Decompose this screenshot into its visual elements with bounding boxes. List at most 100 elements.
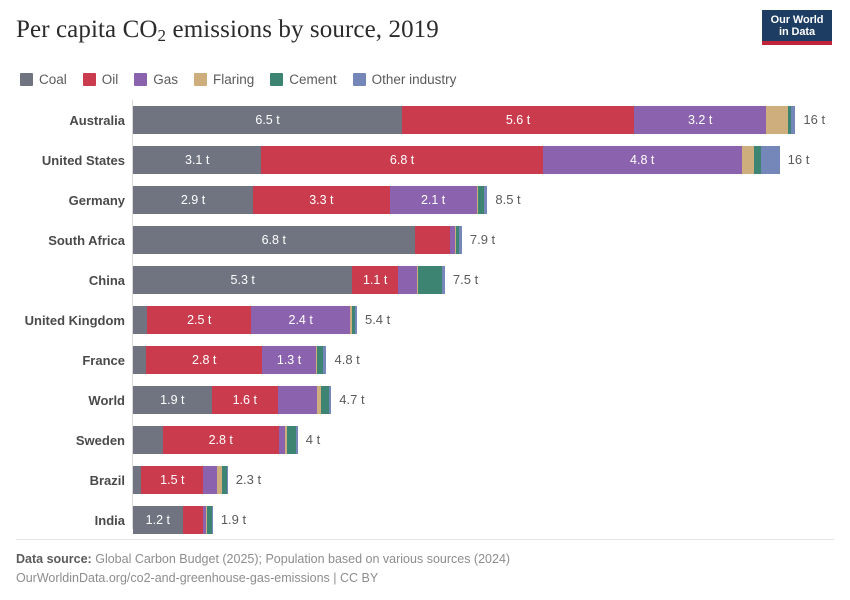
bar-row[interactable]: Sweden 2.8 t 4 t [16,420,834,460]
bar-rows: Australia 6.5 t 5.6 t 3.2 t 16 t United State… [16,100,834,540]
legend-item-cement[interactable]: Cement [270,72,337,87]
bar-row[interactable]: United States 3.1 t 6.8 t 4.8 t 16 t [16,140,834,180]
bar-segment-coal[interactable]: 1.9 t [133,386,212,414]
bar-segment-oil[interactable]: 2.8 t [146,346,263,374]
bar-segment-cement[interactable] [222,466,227,494]
bar-segment-coal[interactable] [133,466,142,494]
bar-segment-gas[interactable]: 2.1 t [389,186,477,214]
bar-segment-value-label: 3.3 t [309,193,334,207]
bar-segment-oil[interactable] [182,506,204,534]
bar-segment-cement[interactable] [477,186,484,214]
bar-segment-flaring[interactable] [217,466,223,494]
legend-item-gas[interactable]: Gas [134,72,178,87]
bar-row[interactable]: Brazil 1.5 t 2.3 t [16,460,834,500]
bar-segment-other-industry[interactable] [354,306,357,334]
bar-segment-other-industry[interactable] [211,506,213,534]
legend-item-flaring[interactable]: Flaring [194,72,254,87]
bar-segment-flaring[interactable] [315,346,317,374]
bar-segment-gas[interactable]: 4.8 t [542,146,742,174]
legend-item-oil[interactable]: Oil [82,72,118,87]
bar-row[interactable]: Germany 2.9 t 3.3 t 2.1 t 8.5 t [16,180,834,220]
bar-segment-flaring[interactable] [766,106,788,134]
title-prefix: Per capita CO [16,16,158,43]
bar-segment-cement[interactable] [753,146,761,174]
bar-row-label: India [94,512,125,528]
bar-segment-coal[interactable]: 2.9 t [133,186,254,214]
bar-segment-cement[interactable] [321,386,329,414]
bar-segment-flaring[interactable] [741,146,754,174]
bar-segment-gas[interactable] [203,506,207,534]
bar-segment-coal[interactable] [133,426,163,454]
bar-segment-other-industry[interactable] [459,226,462,254]
bar-segment-other-industry[interactable] [322,346,327,374]
owid-logo[interactable]: Our World in Data [762,10,832,45]
stacked-bar: 2.9 t 3.3 t 2.1 t [133,186,488,214]
bar-segment-gas[interactable] [449,226,456,254]
bar-segment-value-label: 1.5 t [160,473,185,487]
bar-segment-coal[interactable]: 3.1 t [133,146,262,174]
legend-label: Flaring [213,71,255,87]
bar-row[interactable]: China 5.3 t 1.1 t 7.5 t [16,260,834,300]
legend-item-other-industry[interactable]: Other industry [352,72,456,87]
bar-segment-gas[interactable] [203,466,218,494]
bar-segment-cement[interactable] [456,226,460,254]
bar-segment-cement[interactable] [787,106,792,134]
owid-logo-line1: Our World [770,14,824,26]
bar-row[interactable]: France 2.8 t 1.3 t 4.8 t [16,340,834,380]
bar-segment-other-industry[interactable] [441,266,445,294]
bar-row[interactable]: South Africa 6.8 t 7.9 t [16,220,834,260]
bar-segment-flaring[interactable] [476,186,478,214]
bar-segment-gas[interactable]: 2.4 t [250,306,351,334]
bar-segment-other-industry[interactable] [761,146,780,174]
bar-segment-coal[interactable]: 1.2 t [133,506,183,534]
bar-segment-other-industry[interactable] [328,386,332,414]
bar-segment-gas[interactable]: 1.3 t [262,346,316,374]
bar-row[interactable]: India 1.2 t 1.9 t [16,500,834,540]
bar-segment-value-label: 3.2 t [687,113,713,127]
legend-label: Gas [153,71,179,87]
bar-segment-gas[interactable] [278,426,285,454]
legend-item-coal[interactable]: Coal [20,72,67,87]
bar-segment-gas[interactable]: 3.2 t [633,106,767,134]
bar-segment-coal[interactable]: 6.5 t [133,106,403,134]
bar-segment-other-industry[interactable] [483,186,488,214]
bar-segment-flaring[interactable] [284,426,287,454]
bar-segment-oil[interactable]: 5.6 t [402,106,634,134]
bar-segment-coal[interactable] [133,306,148,334]
bar-segment-cement[interactable] [417,266,442,294]
bar-segment-flaring[interactable] [206,506,208,534]
bar-segment-cement[interactable] [286,426,296,454]
footer-link-line: OurWorldinData.org/co2-and-greenhouse-ga… [16,569,834,588]
bar-row[interactable]: Australia 6.5 t 5.6 t 3.2 t 16 t [16,100,834,140]
bar-segment-cement[interactable] [207,506,212,534]
data-source-text: Global Carbon Budget (2025); Population … [95,552,511,566]
bar-segment-coal[interactable]: 5.3 t [133,266,353,294]
owid-url-link[interactable]: OurWorldinData.org/co2-and-greenhouse-ga… [16,571,379,585]
bar-row[interactable]: United Kingdom 2.5 t 2.4 t 5.4 t [16,300,834,340]
bar-segment-flaring[interactable] [455,226,457,254]
bar-segment-flaring[interactable] [350,306,353,334]
bar-segment-other-industry[interactable] [226,466,228,494]
legend-label: Coal [39,71,67,87]
bar-segment-coal[interactable] [133,346,147,374]
bar-total-label: 16 t [787,152,810,167]
bar-segment-other-industry[interactable] [295,426,298,454]
bar-segment-oil[interactable]: 6.8 t [261,146,543,174]
bar-segment-flaring[interactable] [416,266,418,294]
bar-segment-oil[interactable]: 2.5 t [147,306,251,334]
bar-segment-other-industry[interactable] [791,106,796,134]
bar-row[interactable]: World 1.9 t 1.6 t 4.7 t [16,380,834,420]
bar-segment-oil[interactable] [414,226,450,254]
bar-segment-cement[interactable] [352,306,355,334]
bar-segment-oil[interactable]: 1.5 t [141,466,204,494]
bar-segment-gas[interactable] [397,266,417,294]
bar-segment-oil[interactable]: 1.1 t [352,266,398,294]
bar-segment-oil[interactable]: 1.6 t [211,386,278,414]
bar-total-label: 2.3 t [235,472,262,487]
bar-segment-coal[interactable]: 6.8 t [133,226,415,254]
bar-segment-oil[interactable]: 2.8 t [162,426,279,454]
bar-segment-cement[interactable] [316,346,323,374]
bar-segment-oil[interactable]: 3.3 t [253,186,390,214]
bar-segment-gas[interactable] [277,386,318,414]
bar-segment-flaring[interactable] [317,386,322,414]
